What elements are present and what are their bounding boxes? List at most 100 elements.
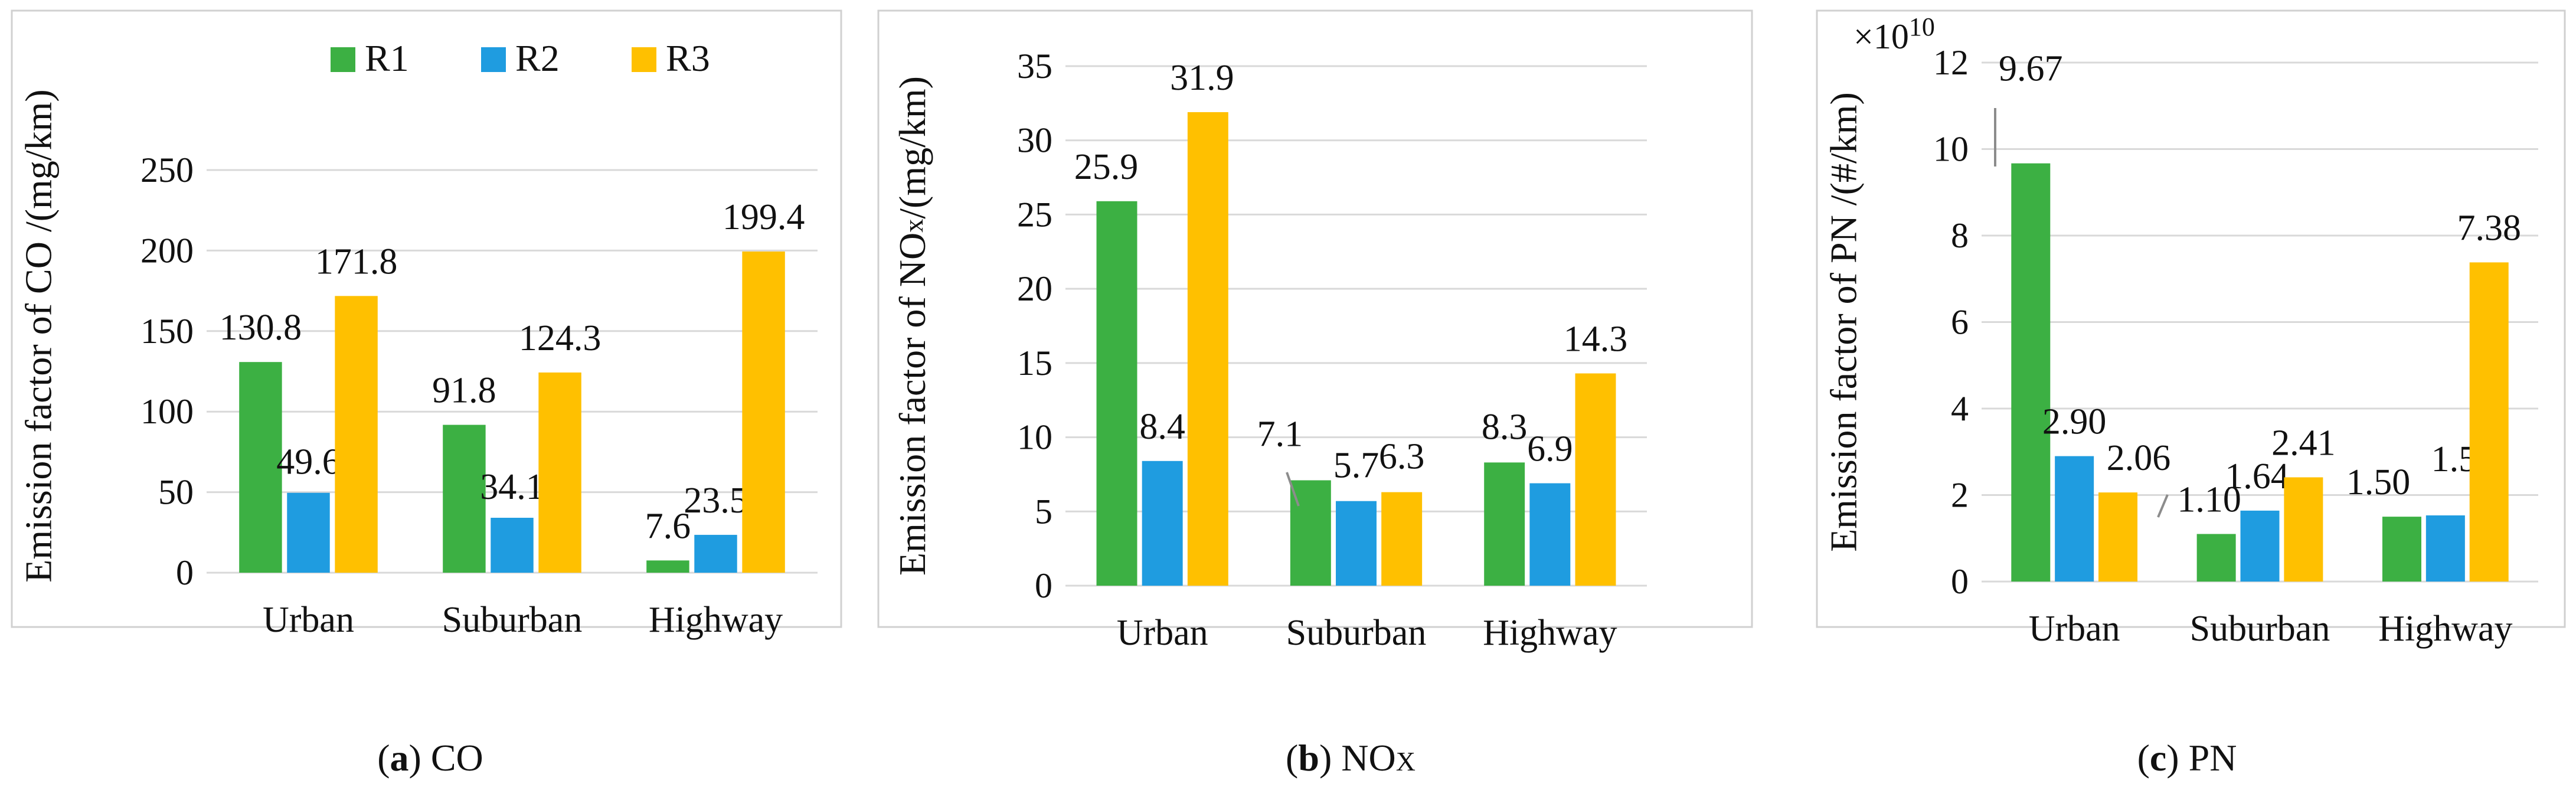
y-tick-label: 30 xyxy=(1017,121,1052,160)
x-category-label: Highway xyxy=(649,600,783,640)
y-tick-label: 12 xyxy=(1933,43,1969,82)
y-axis-title: Emission factor of CO /(mg/km) xyxy=(18,89,60,582)
panel-co: 0 50 100 150 200 250 Urban 130.8 49.6 171.8 Suburb… xyxy=(11,9,842,779)
legend: R1 R2 R3 xyxy=(331,37,710,79)
bar-r3-urban xyxy=(1187,112,1228,586)
bar-r3-urban xyxy=(2098,492,2138,582)
data-label: 2.90 xyxy=(2042,402,2107,442)
panel-caption: (c) PN xyxy=(2137,737,2237,779)
y-tick-label: 5 xyxy=(1035,492,1052,531)
y-tick-label: 8 xyxy=(1951,216,1969,255)
y-tick-label: 2 xyxy=(1951,476,1969,515)
data-label: 9.67 xyxy=(1999,49,2063,89)
bar-r1-highway xyxy=(2382,517,2421,582)
panel-pn: 024681012Urban9.672.902.06Suburban1.101.… xyxy=(1816,9,2566,779)
data-label: 49.6 xyxy=(276,442,341,482)
data-label: 7.38 xyxy=(2457,208,2521,248)
bar-r1-urban xyxy=(239,362,282,573)
bar-r1-suburban xyxy=(1290,480,1331,586)
bar-r1-urban xyxy=(2011,163,2051,582)
bar-r1-urban xyxy=(1096,201,1137,586)
data-label: 130.8 xyxy=(220,308,302,348)
panel-frame xyxy=(1816,9,2566,628)
y-tick-label: 50 xyxy=(158,473,194,512)
y-tick-label: 6 xyxy=(1951,303,1969,342)
panel-caption: (a) CO xyxy=(377,737,483,779)
y-tick-label: 4 xyxy=(1951,389,1969,428)
bar-r1-suburban xyxy=(2196,534,2236,582)
data-label: 23.5 xyxy=(684,481,748,521)
data-label: 1.50 xyxy=(2346,462,2411,502)
bar-r2-urban xyxy=(1142,461,1183,586)
y-tick-label: 25 xyxy=(1017,195,1052,234)
data-label: 6.3 xyxy=(1379,437,1425,477)
bar-r2-suburban xyxy=(2240,510,2280,582)
y-tick-label: 0 xyxy=(1035,566,1052,605)
panel-caption: (b) NOX xyxy=(1286,737,1416,779)
x-category-label: Suburban xyxy=(2190,609,2330,649)
data-label: 124.3 xyxy=(519,318,601,358)
bar-r2-highway xyxy=(1529,483,1571,586)
y-tick-label: 0 xyxy=(176,553,194,592)
data-label: 2.06 xyxy=(2107,438,2171,478)
x-category-label: Suburban xyxy=(442,600,583,640)
y-tick-label: 10 xyxy=(1017,418,1052,457)
bar-r2-urban xyxy=(287,492,330,573)
x-category-label: Highway xyxy=(2378,609,2512,649)
y-tick-label: 100 xyxy=(140,392,194,431)
x-category-label: Urban xyxy=(1117,613,1208,653)
x-category-label: Urban xyxy=(263,600,354,640)
data-label: 8.3 xyxy=(1482,407,1528,447)
data-label: 6.9 xyxy=(1527,429,1573,469)
bar-r2-highway xyxy=(2425,515,2465,582)
bar-r3-highway xyxy=(1575,373,1616,586)
label-leader-line xyxy=(2157,494,2169,518)
data-label: 2.41 xyxy=(2271,423,2336,463)
data-label: 34.1 xyxy=(480,467,544,507)
bar-r1-highway xyxy=(646,560,689,573)
bar-r3-highway xyxy=(2469,262,2509,582)
data-label: 7.6 xyxy=(645,506,691,546)
data-label: 31.9 xyxy=(1170,58,1234,98)
x-category-label: Suburban xyxy=(1286,613,1427,653)
data-label: 1.64 xyxy=(2225,456,2289,497)
data-label: 171.8 xyxy=(315,241,398,282)
y-tick-label: 0 xyxy=(1951,562,1969,601)
panel-nox: 0 5 10 15 20 25 30 35 Urban 25.9 8.4 31.9 Suburban 7.… xyxy=(877,9,1753,779)
bar-r2-highway xyxy=(694,534,737,573)
data-label: 8.4 xyxy=(1139,407,1185,447)
data-label: 14.3 xyxy=(1564,319,1628,359)
legend-label-r2: R2 xyxy=(515,37,560,79)
bar-r1-highway xyxy=(1484,462,1525,586)
data-label: 7.1 xyxy=(1257,414,1303,454)
legend-swatch-r2 xyxy=(481,47,506,72)
bar-r3-highway xyxy=(742,252,785,573)
data-label: 25.9 xyxy=(1074,147,1139,187)
y-tick-label: 250 xyxy=(140,151,194,190)
data-label: 199.4 xyxy=(723,197,805,237)
label-leader-line xyxy=(1286,472,1300,507)
x-category-label: Urban xyxy=(2029,609,2120,649)
bar-r2-suburban xyxy=(1336,501,1377,586)
legend-swatch-r3 xyxy=(632,47,656,72)
bar-r3-suburban xyxy=(1381,492,1423,586)
y-tick-label: 15 xyxy=(1017,344,1052,383)
y-tick-label: 150 xyxy=(140,312,194,351)
y-tick-label: 20 xyxy=(1017,269,1052,308)
y-tick-label: 10 xyxy=(1933,130,1969,169)
bar-r2-urban xyxy=(2055,456,2094,582)
bar-r3-urban xyxy=(335,296,378,573)
legend-label-r3: R3 xyxy=(666,37,710,79)
bar-r3-suburban xyxy=(2284,477,2323,582)
bar-r3-suburban xyxy=(538,372,581,573)
legend-swatch-r1 xyxy=(331,47,355,72)
bar-r2-suburban xyxy=(491,517,534,573)
y-tick-label: 35 xyxy=(1017,47,1052,86)
legend-label-r1: R1 xyxy=(365,37,409,79)
y-tick-label: 200 xyxy=(140,231,194,270)
y-axis-title: Emission factor of PN /(#/km) xyxy=(1823,92,1865,552)
y-axis-title: Emission factor of NOx/(mg/km) xyxy=(891,76,933,576)
bar-r1-suburban xyxy=(443,425,486,573)
panel-frame xyxy=(11,9,842,628)
